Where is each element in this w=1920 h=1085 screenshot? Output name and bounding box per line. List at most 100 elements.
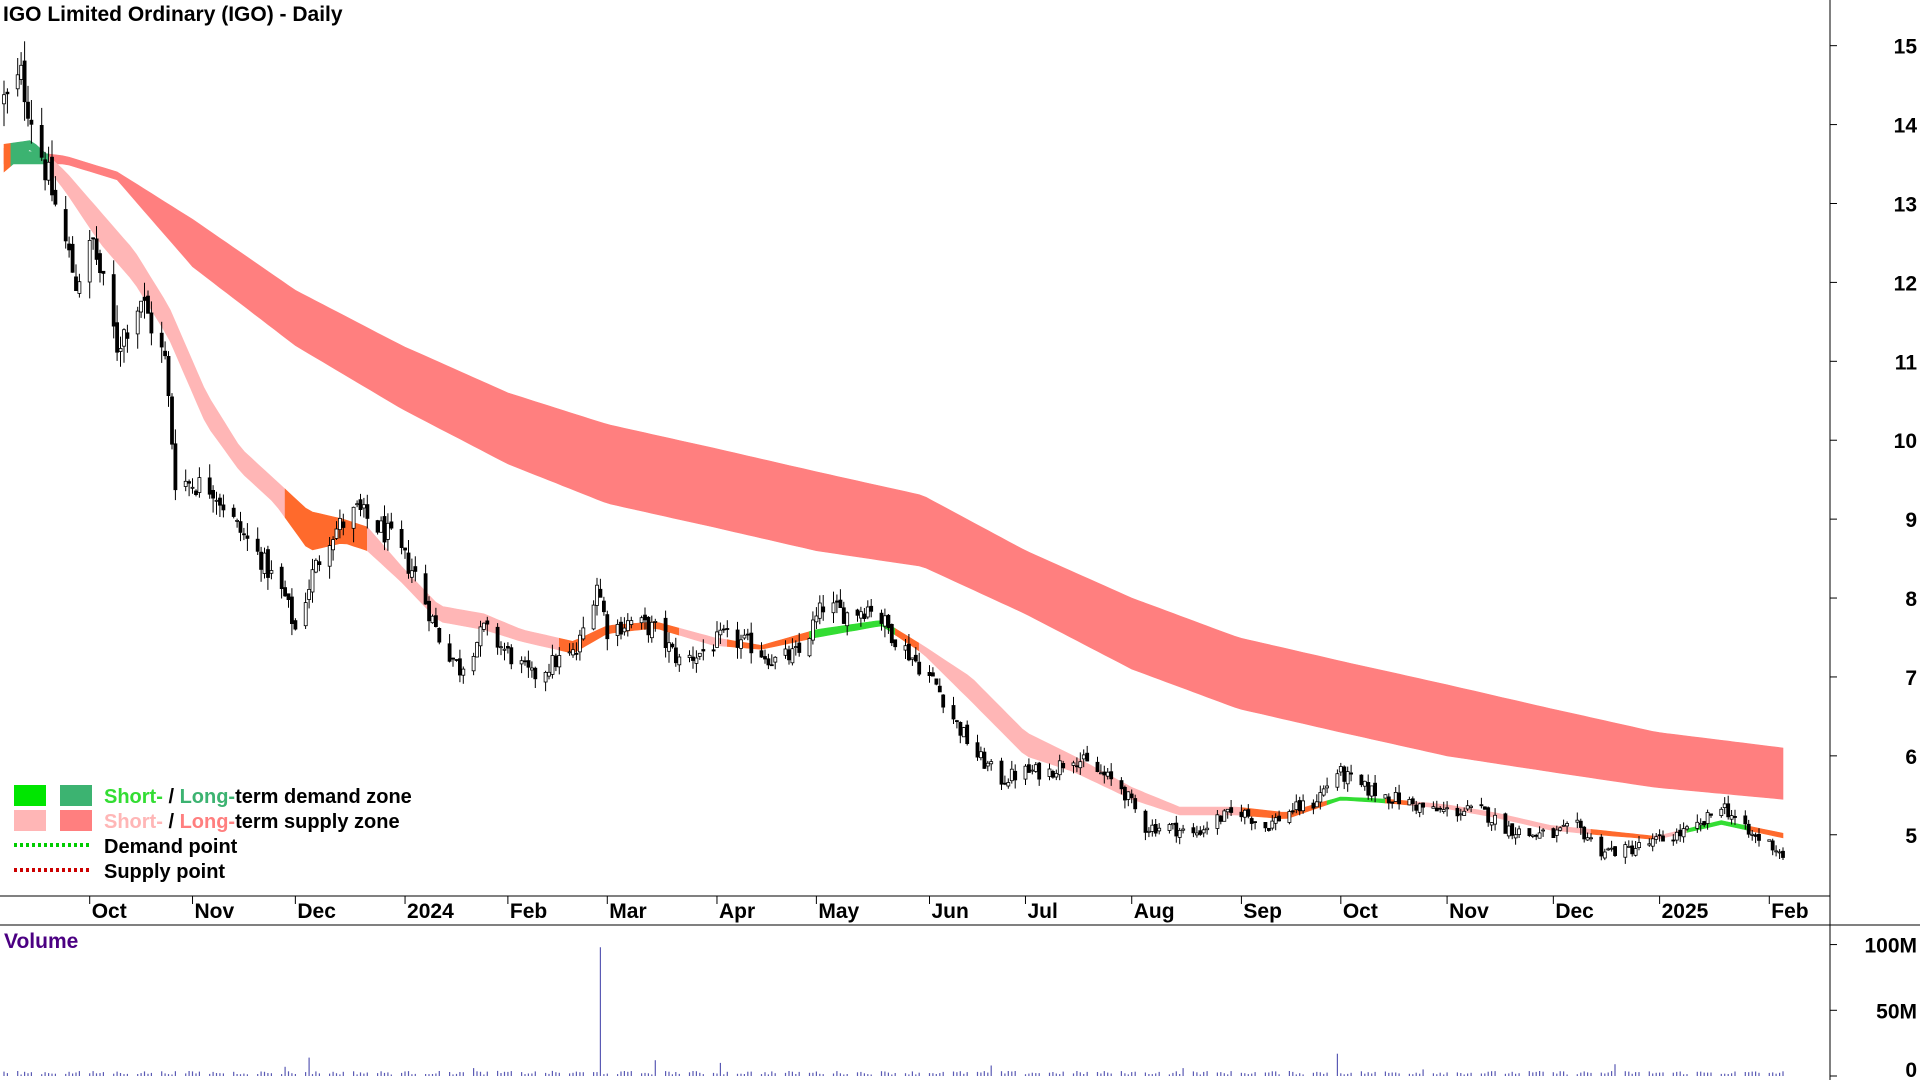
candle-body-214 — [1030, 769, 1035, 772]
legend-label-part: Short- — [104, 786, 163, 808]
price-tick-label-10: 10 — [1894, 430, 1917, 453]
candle-body-15 — [74, 276, 78, 291]
candle-body-347 — [1671, 839, 1676, 842]
candle-body-32 — [159, 332, 164, 348]
candle-body-24 — [118, 348, 123, 352]
candle-body-208 — [1003, 782, 1007, 785]
month-label-5: Mar — [609, 900, 646, 923]
candle-body-233 — [1123, 786, 1127, 801]
candle-body-86 — [413, 566, 418, 572]
candle-body-111 — [533, 667, 538, 680]
candle-body-142 — [687, 654, 692, 658]
candle-body-317 — [1527, 828, 1532, 836]
candle-body-175 — [841, 607, 846, 624]
candle-body-254 — [1222, 810, 1227, 822]
candle-body-150 — [721, 628, 726, 631]
legend-label-3: Supply point — [104, 861, 225, 883]
candle-body-314 — [1510, 823, 1515, 836]
candle-body-230 — [1105, 771, 1110, 777]
candle-body-270 — [1297, 800, 1302, 812]
candle-body-127 — [615, 624, 620, 637]
price-tick-label-5: 5 — [1905, 825, 1917, 848]
candle-body-225 — [1081, 754, 1086, 760]
volume-title: Volume — [4, 930, 78, 953]
candle-body-184 — [886, 614, 891, 629]
price-tick-label-14: 14 — [1894, 115, 1918, 138]
candle-body-344 — [1654, 836, 1659, 840]
candle-body-152 — [735, 629, 740, 648]
candle-body-85 — [409, 570, 414, 578]
candle-body-100 — [481, 622, 486, 630]
candle-body-7 — [39, 125, 44, 158]
candle-body-70 — [337, 518, 342, 531]
candle-body-365 — [1753, 834, 1758, 837]
candle-body-43 — [211, 489, 216, 499]
price-tick-label-15: 15 — [1894, 36, 1918, 59]
candle-body-278 — [1338, 766, 1343, 773]
candle-body-200 — [961, 727, 966, 738]
candle-body-144 — [694, 657, 699, 664]
candle-body-359 — [1726, 803, 1731, 818]
candle-body-240 — [1153, 824, 1158, 834]
candle-body-288 — [1386, 796, 1391, 804]
candle-body-276 — [1325, 785, 1329, 789]
candle-body-36 — [173, 443, 178, 491]
short-term-zone-segment-12 — [1326, 796, 1386, 806]
candle-body-9 — [46, 161, 51, 181]
candle-body-141 — [677, 656, 682, 666]
candle-body-68 — [331, 539, 336, 551]
candle-body-103 — [499, 646, 503, 649]
candle-body-157 — [759, 650, 764, 658]
candle-body-349 — [1678, 829, 1683, 837]
candle-body-282 — [1359, 774, 1364, 786]
candle-body-185 — [889, 624, 894, 644]
candle-body-321 — [1541, 829, 1545, 832]
candle-body-155 — [745, 633, 750, 636]
legend-label-part: Long- — [180, 786, 236, 808]
candle-body-357 — [1719, 808, 1724, 816]
candle-body-358 — [1722, 803, 1727, 809]
candle-body-52 — [255, 538, 260, 552]
candle-body-324 — [1558, 827, 1563, 831]
candle-body-180 — [865, 606, 870, 618]
candle-body-239 — [1150, 824, 1155, 832]
candle-body-164 — [790, 648, 795, 664]
candle-body-179 — [862, 613, 867, 619]
candle-body-198 — [955, 720, 959, 722]
candle-body-19 — [94, 238, 99, 260]
candle-body-246 — [1181, 828, 1186, 831]
candle-body-283 — [1362, 780, 1367, 787]
candle-body-343 — [1650, 838, 1655, 847]
candle-body-338 — [1626, 846, 1631, 848]
candle-body-226 — [1085, 752, 1090, 762]
candle-body-170 — [817, 602, 822, 619]
candle-body-45 — [218, 497, 222, 506]
candle-body-26 — [125, 332, 130, 339]
candle-body-304 — [1462, 810, 1467, 816]
month-label-11: Sep — [1243, 900, 1282, 923]
candle-body-104 — [502, 648, 507, 651]
candle-body-40 — [194, 490, 198, 495]
candle-body-96 — [461, 668, 466, 676]
candle-body-337 — [1623, 844, 1628, 858]
price-tick-label-6: 6 — [1905, 746, 1917, 769]
candle-body-312 — [1503, 813, 1508, 834]
candle-body-311 — [1493, 814, 1497, 825]
volume-tick-label-0: 100M — [1864, 935, 1917, 958]
candle-body-132 — [639, 617, 644, 624]
candle-body-46 — [221, 504, 226, 511]
candle-body-190 — [913, 654, 918, 662]
candle-body-173 — [835, 600, 839, 603]
month-label-7: May — [818, 900, 859, 923]
candle-body-169 — [814, 615, 819, 623]
candle-body-98 — [475, 642, 479, 658]
price-tick-label-8: 8 — [1905, 588, 1917, 611]
candle-body-56 — [269, 570, 274, 574]
candle-body-366 — [1757, 834, 1761, 841]
candle-body-227 — [1095, 761, 1100, 772]
legend-swatch-long-0 — [60, 785, 92, 806]
candle-body-116 — [557, 655, 562, 668]
candle-body-54 — [262, 552, 267, 574]
candle-body-99 — [478, 626, 483, 647]
candle-body-69 — [334, 528, 339, 539]
